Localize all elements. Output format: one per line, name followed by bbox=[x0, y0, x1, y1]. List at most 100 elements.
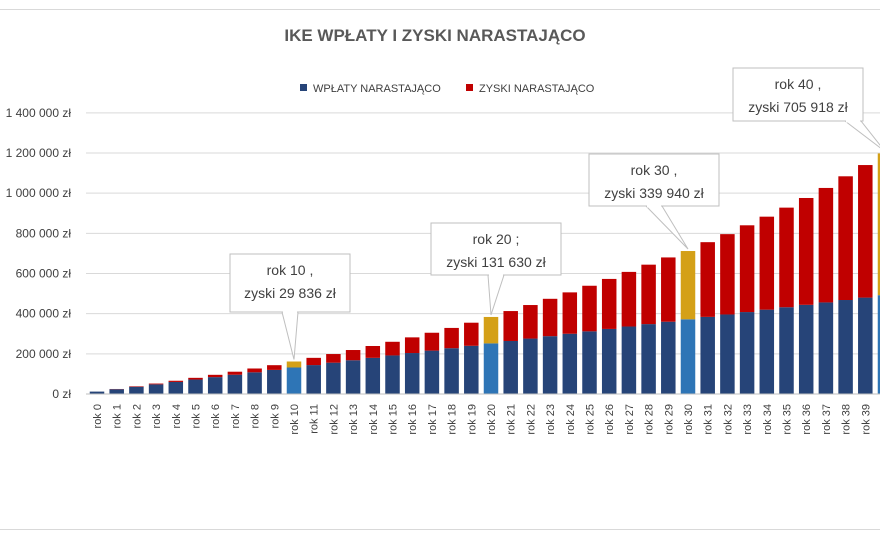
bar-wplaty bbox=[661, 321, 676, 394]
bar-zyski bbox=[227, 371, 243, 375]
x-tick-label: rok 39 bbox=[860, 404, 872, 435]
callout-pointer bbox=[644, 205, 689, 250]
bar-zyski bbox=[542, 298, 558, 337]
bar-zyski bbox=[247, 368, 262, 373]
bar-wplaty bbox=[267, 369, 282, 394]
bar-wplaty bbox=[562, 333, 578, 394]
legend-label: ZYSKI NARASTAJĄCO bbox=[479, 83, 595, 95]
y-tick-label: 600 000 zł bbox=[16, 267, 72, 281]
bar-zyski bbox=[523, 305, 538, 339]
bar-zyski bbox=[621, 271, 637, 327]
bar-wplaty bbox=[385, 355, 400, 394]
y-tick-label: 800 000 zł bbox=[16, 226, 72, 240]
bar-wplaty bbox=[424, 350, 440, 394]
x-axis: rok 0 rok 1 rok 2 rok 3 rok 4 rok 5 rok 6 rok 7… bbox=[86, 393, 880, 435]
bar-zyski bbox=[385, 341, 400, 356]
bar-wplaty bbox=[464, 345, 479, 394]
bar-wplaty bbox=[286, 367, 302, 394]
callout-join bbox=[647, 204, 661, 208]
x-tick-label: rok 27 bbox=[624, 404, 636, 435]
bar-zyski bbox=[464, 322, 479, 346]
callout-10: rok 10 , zyski 29 836 zł bbox=[229, 253, 351, 360]
callout-line2: zyski 131 630 zł bbox=[446, 254, 546, 270]
bar-zyski bbox=[365, 346, 381, 358]
bar-wplaty bbox=[838, 300, 853, 394]
bar-wplaty bbox=[148, 384, 164, 394]
bar-zyski bbox=[286, 361, 302, 368]
x-tick-label: rok 10 bbox=[289, 404, 301, 435]
x-tick-label: rok 36 bbox=[801, 404, 813, 435]
callout-20: rok 20 ; zyski 131 630 zł bbox=[430, 222, 562, 316]
bar-wplaty bbox=[739, 312, 755, 394]
bar-zyski bbox=[444, 327, 459, 349]
x-tick-label: rok 35 bbox=[782, 404, 794, 435]
x-tick-label: rok 13 bbox=[348, 404, 360, 435]
top-border bbox=[0, 9, 880, 10]
bar-zyski bbox=[858, 165, 873, 298]
x-tick-label: rok 24 bbox=[565, 404, 577, 435]
x-tick-label: rok 25 bbox=[585, 404, 597, 435]
bars bbox=[89, 153, 880, 394]
legend-swatch bbox=[300, 84, 307, 91]
bar-zyski bbox=[345, 350, 361, 361]
x-tick-label: rok 17 bbox=[427, 404, 439, 435]
x-tick-label: rok 23 bbox=[545, 404, 557, 435]
bar-zyski bbox=[720, 234, 735, 315]
callout-box bbox=[588, 153, 720, 207]
bar-wplaty bbox=[700, 316, 715, 394]
x-tick-label: rok 33 bbox=[742, 404, 754, 435]
bar-zyski bbox=[818, 187, 834, 303]
bar-wplaty bbox=[207, 377, 223, 394]
bar-wplaty bbox=[129, 386, 144, 394]
bar-wplaty bbox=[621, 326, 637, 394]
bar-wplaty bbox=[877, 295, 880, 394]
x-tick-label: rok 34 bbox=[762, 404, 774, 435]
bar-wplaty bbox=[680, 319, 696, 394]
bar-wplaty bbox=[404, 353, 420, 394]
callout-line2: zyski 339 940 zł bbox=[604, 185, 704, 201]
y-tick-label: 200 000 zł bbox=[16, 347, 72, 361]
bar-zyski bbox=[680, 251, 696, 320]
callout-line1: rok 20 ; bbox=[473, 231, 520, 247]
x-tick-label: rok 32 bbox=[722, 404, 734, 435]
legend: WPŁATY NARASTAJĄCO ZYSKI NARASTAJĄCO bbox=[300, 83, 595, 95]
bar-wplaty bbox=[542, 336, 558, 394]
x-tick-label: rok 12 bbox=[328, 404, 340, 435]
bar-zyski bbox=[700, 242, 715, 317]
bar-wplaty bbox=[779, 307, 794, 394]
x-tick-label: rok 1 bbox=[112, 404, 124, 428]
bar-wplaty bbox=[188, 379, 203, 394]
bar-zyski bbox=[404, 337, 420, 354]
bar-zyski bbox=[641, 264, 656, 325]
legend-label: WPŁATY NARASTAJĄCO bbox=[313, 83, 441, 95]
bar-wplaty bbox=[227, 374, 243, 394]
bottom-border bbox=[0, 529, 880, 530]
x-tick-label: rok 3 bbox=[151, 404, 163, 428]
x-tick-label: rok 22 bbox=[525, 404, 537, 435]
bar-zyski bbox=[562, 292, 578, 334]
bar-zyski bbox=[601, 278, 617, 329]
x-tick-label: rok 30 bbox=[683, 404, 695, 435]
y-tick-label: 1 000 000 zł bbox=[6, 186, 72, 200]
callout-line1: rok 40 , bbox=[775, 76, 822, 92]
x-tick-label: rok 38 bbox=[841, 404, 853, 435]
bar-zyski bbox=[739, 225, 755, 313]
bar-zyski bbox=[168, 380, 184, 382]
x-tick-label: rok 31 bbox=[703, 404, 715, 435]
callout-join bbox=[283, 310, 297, 314]
bar-zyski bbox=[326, 354, 341, 363]
callout-box bbox=[430, 222, 562, 276]
callout-40: rok 40 , zyski 705 918 zł bbox=[732, 67, 880, 149]
bar-zyski bbox=[503, 311, 518, 341]
x-tick-label: rok 9 bbox=[269, 404, 281, 428]
bar-zyski bbox=[483, 316, 499, 344]
bar-wplaty bbox=[601, 328, 617, 394]
callout-pointer bbox=[843, 120, 880, 149]
bar-wplaty bbox=[641, 324, 656, 394]
x-tick-label: rok 28 bbox=[644, 404, 656, 435]
bar-zyski bbox=[798, 197, 814, 305]
bar-wplaty bbox=[365, 357, 381, 394]
callout-line1: rok 10 , bbox=[267, 262, 314, 278]
bar-zyski bbox=[424, 332, 440, 351]
bar-wplaty bbox=[326, 362, 341, 394]
